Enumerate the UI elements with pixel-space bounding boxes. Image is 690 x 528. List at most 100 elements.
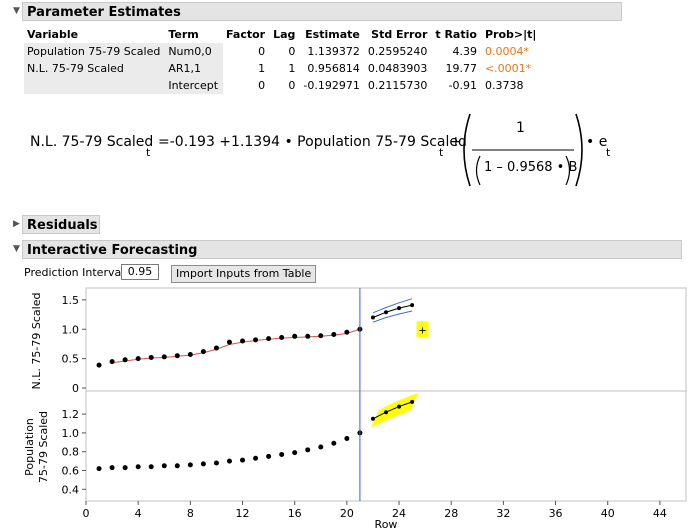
data-point [292, 333, 298, 339]
forecast-chart[interactable]: 0 0.5 1.0 1.5 N.L. 75-79 Scaled + 0.4 0.6 0.8 1.… [0, 286, 690, 528]
data-point [161, 354, 167, 360]
forecast-point [370, 315, 375, 320]
cell-prob: <.0001* [484, 62, 532, 75]
residuals-title: Residuals [27, 218, 98, 233]
cell-t-ratio: 4.39 [452, 45, 477, 58]
data-point [148, 354, 154, 360]
data-point [331, 332, 337, 338]
equation-tail: • e [586, 134, 608, 150]
expand-triangle-icon[interactable]: ▶ [13, 219, 20, 229]
cell-factor: 0 [258, 45, 266, 58]
cell-std-error: 0.2595240 [367, 45, 428, 58]
col-factor: Factor [226, 28, 266, 41]
import-inputs-button[interactable]: Import Inputs from Table [171, 265, 317, 283]
col-estimate: Estimate [305, 28, 360, 41]
cell-variable [24, 77, 166, 94]
x-tick-label: 24 [392, 507, 406, 520]
equation-brackets [463, 113, 583, 187]
x-tick-label: 40 [601, 507, 615, 520]
y-tick-label: 0 [72, 382, 79, 395]
cell-lag: 0 [288, 79, 296, 92]
cell-variable: Population 75-79 Scaled [24, 43, 166, 60]
data-point [266, 453, 272, 459]
lower-ci-line [372, 310, 413, 323]
data-point [266, 336, 272, 342]
data-point [318, 444, 324, 450]
y-tick-label: 0.4 [62, 483, 80, 496]
data-point [187, 462, 193, 468]
equation-rhs: =-0.193 +1.1394 • Population 75-79 Scale… [158, 134, 467, 150]
x-tick-label: 32 [496, 507, 510, 520]
equation-lhs: N.L. 75-79 Scaled [30, 134, 154, 150]
highlight-marker [416, 321, 429, 338]
crosshair-icon: + [418, 325, 426, 336]
forecast-point [384, 310, 388, 315]
forecast-highlight [370, 392, 419, 428]
data-point [109, 359, 115, 365]
x-tick-label: 12 [236, 507, 250, 520]
y-axis-label: 75-79 Scaled [37, 411, 50, 483]
data-point [253, 337, 259, 343]
cell-estimate: 1.139372 [307, 45, 360, 58]
y-tick-label: 0.6 [62, 465, 80, 478]
cell-std-error: 0.0483903 [367, 62, 428, 75]
data-point [135, 464, 141, 470]
data-point [161, 463, 167, 469]
interactive-forecasting-title: Interactive Forecasting [27, 243, 198, 258]
forecast-point [410, 303, 415, 308]
forecast-line [372, 304, 413, 318]
y-tick-label: 1.2 [62, 408, 80, 421]
forecast-point [397, 404, 402, 409]
equation-plus: + [450, 134, 462, 150]
y-tick-label: 1.5 [62, 294, 80, 307]
prediction-interval-input[interactable]: 0.95 [121, 264, 159, 280]
cell-term: Num0,0 [165, 43, 224, 60]
data-point [331, 440, 337, 446]
residuals-header[interactable]: Residuals [22, 215, 100, 234]
interactive-forecasting-header[interactable]: Interactive Forecasting [22, 240, 682, 259]
collapse-triangle-icon[interactable]: ▼ [13, 6, 20, 16]
forecast-point [397, 306, 402, 311]
data-point [279, 452, 285, 458]
parameter-estimates-header[interactable]: Parameter Estimates [22, 2, 622, 21]
y-axis-label: Population [23, 418, 36, 476]
data-point [96, 466, 102, 472]
forecast-point [370, 416, 375, 421]
data-point [174, 353, 180, 359]
y-tick-label: 0.8 [62, 446, 80, 459]
data-point [305, 333, 311, 339]
data-point [344, 329, 350, 335]
cell-t-ratio: -0.91 [448, 79, 477, 92]
x-tick-label: 4 [135, 507, 142, 520]
cell-term: Intercept [165, 77, 224, 94]
collapse-triangle-icon[interactable]: ▼ [13, 244, 20, 254]
forecast-point [410, 399, 415, 404]
data-point [226, 339, 232, 345]
cell-estimate: 0.956814 [307, 62, 360, 75]
cell-lag: 1 [288, 62, 296, 75]
cell-factor: 0 [258, 79, 266, 92]
x-axis-label: Row [375, 518, 398, 528]
data-point [305, 447, 311, 453]
col-std-error: Std Error [371, 28, 428, 41]
y-tick-label: 0.5 [62, 353, 80, 366]
y-tick-label: 1.0 [62, 427, 80, 440]
data-point [187, 352, 193, 358]
x-tick-label: 20 [340, 507, 354, 520]
data-point [226, 458, 232, 464]
y-axis-label: N.L. 75-79 Scaled [30, 293, 43, 390]
cell-t-ratio: 19.77 [445, 62, 477, 75]
cell-prob: 0.0004* [484, 45, 529, 58]
y-tick-label: 1.0 [62, 323, 80, 336]
data-point [344, 436, 350, 442]
parameter-estimates-title: Parameter Estimates [27, 5, 181, 20]
x-tick-label: 36 [549, 507, 563, 520]
cell-std-error: 0.2115730 [367, 79, 428, 92]
data-point [148, 464, 154, 470]
data-point [109, 465, 115, 471]
data-point [213, 460, 219, 466]
prediction-interval-label: Prediction Interval [24, 266, 125, 279]
data-point [96, 362, 102, 368]
data-point [253, 455, 259, 461]
table-row: Population 75-79 Scaled Num0,0 0 0 1.139… [24, 43, 541, 60]
